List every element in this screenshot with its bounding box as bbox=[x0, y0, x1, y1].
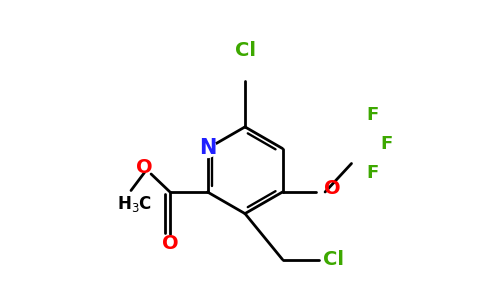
Text: O: O bbox=[136, 158, 153, 177]
Text: N: N bbox=[199, 139, 216, 158]
Circle shape bbox=[198, 140, 216, 158]
Text: F: F bbox=[366, 106, 379, 124]
Text: F: F bbox=[380, 135, 392, 153]
Text: Cl: Cl bbox=[235, 41, 256, 61]
Text: Cl: Cl bbox=[323, 250, 344, 269]
Text: O: O bbox=[324, 179, 340, 199]
Text: H$_3$C: H$_3$C bbox=[118, 194, 152, 214]
Text: O: O bbox=[162, 233, 178, 253]
Text: F: F bbox=[366, 164, 379, 181]
